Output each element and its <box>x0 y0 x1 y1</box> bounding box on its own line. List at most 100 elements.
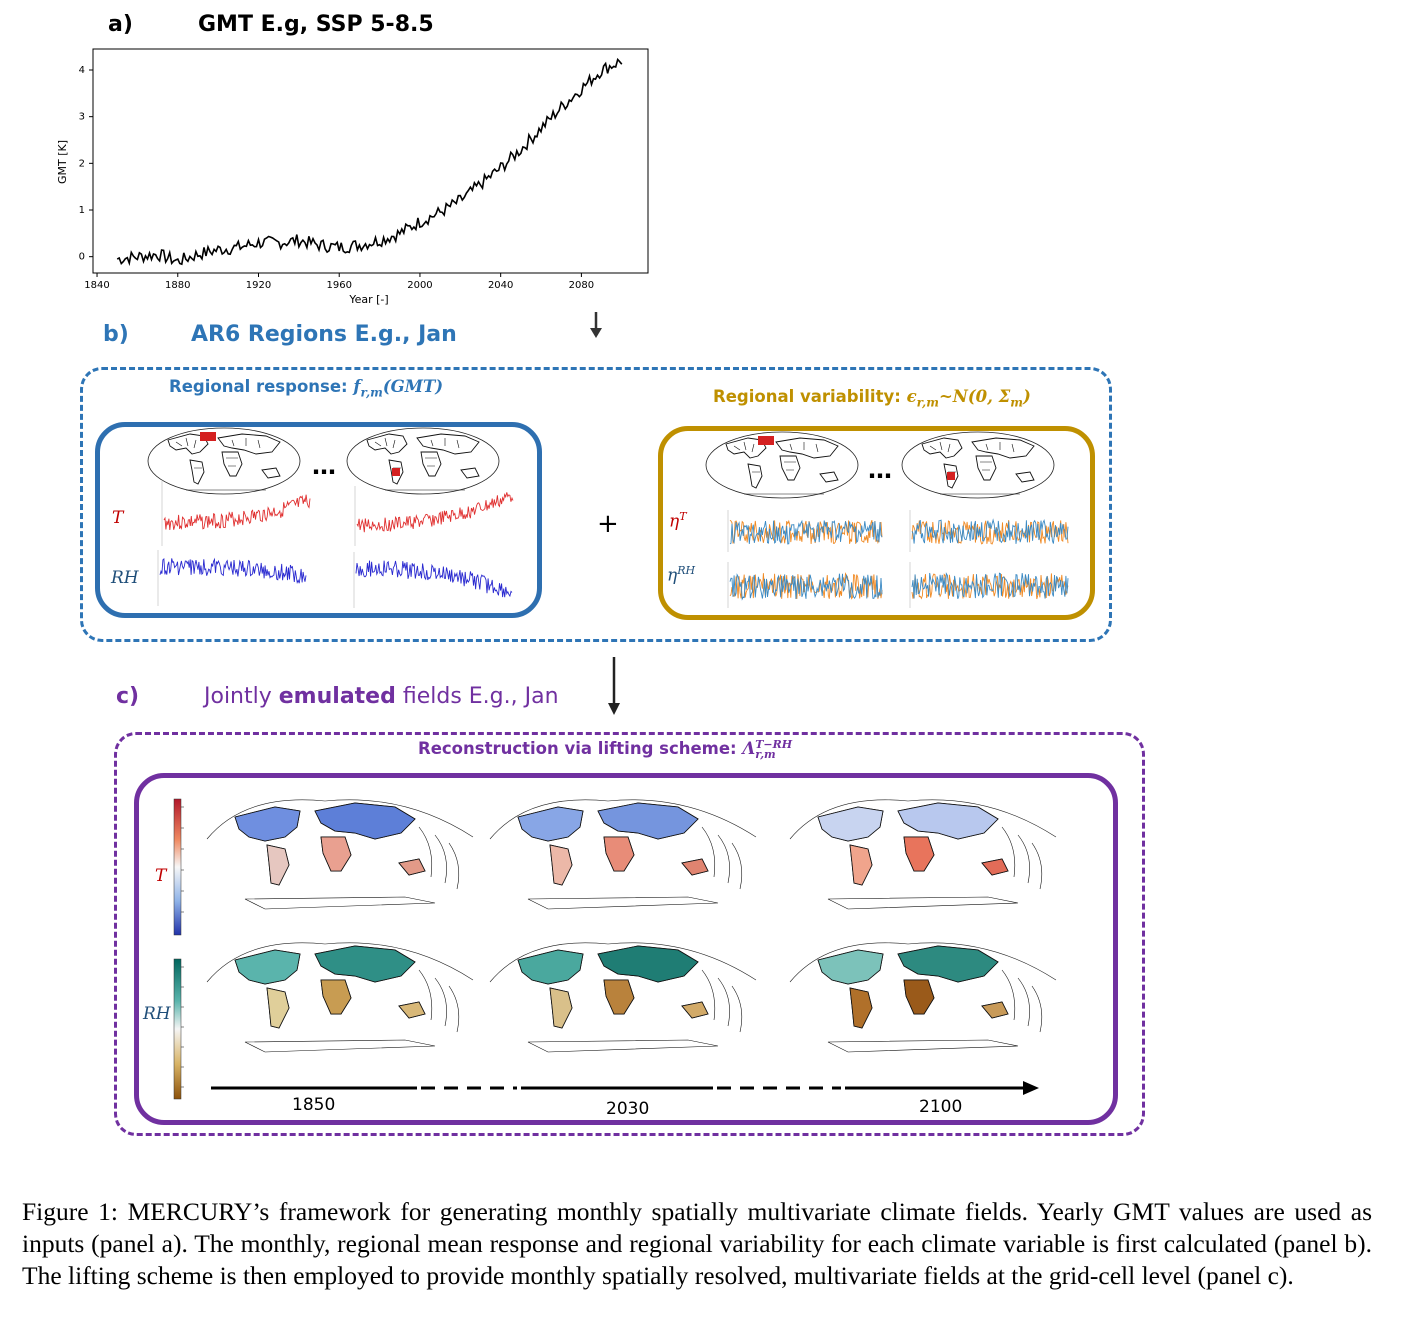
land-region-fill <box>897 802 999 840</box>
mini-series-line <box>911 520 1069 545</box>
panel-c-title: Jointly emulated fields E.g., Jan <box>204 684 559 709</box>
arrow-a-to-b <box>589 312 603 346</box>
ellipsis-response: … <box>312 452 336 480</box>
panel-b-label: b) <box>103 322 129 347</box>
land-region-fill <box>314 802 416 840</box>
land-region-fill <box>266 844 290 886</box>
response-T-series-1 <box>161 480 311 546</box>
x-tick-label: 1920 <box>246 280 271 291</box>
land-region-fill <box>234 949 301 985</box>
y-tick-label: 1 <box>79 205 85 216</box>
variability-T-series-1 <box>727 510 883 552</box>
variability-title-text: Regional variability: <box>713 387 907 406</box>
plus-sign: + <box>597 509 619 539</box>
label-T-response: T <box>112 508 124 528</box>
world-map-response-1 <box>146 426 302 496</box>
land-region-fill <box>398 1001 426 1019</box>
variability-RH-series-2 <box>909 562 1069 608</box>
land-region-fill <box>603 836 635 872</box>
land-region-fill <box>681 1001 709 1019</box>
colorbar-RH <box>173 958 184 1100</box>
plot-frame <box>92 48 649 274</box>
land-region-fill <box>549 844 573 886</box>
label-RH-fields: RH <box>143 1004 171 1024</box>
gmt-series-line <box>116 57 623 267</box>
land-region-fill <box>603 979 635 1015</box>
response-title-text: Regional response: <box>169 377 354 396</box>
field-map-T-1850 <box>205 797 475 922</box>
x-tick-label: 1960 <box>326 280 351 291</box>
y-axis-label: GMT [K] <box>56 140 69 184</box>
land-region-fill <box>320 836 352 872</box>
regional-response-title: Regional response: fr,m(GMT) <box>169 377 443 399</box>
mini-series-line <box>163 494 311 531</box>
response-math: fr,m(GMT) <box>353 377 444 400</box>
land-region-fill <box>817 949 884 985</box>
land-region-fill <box>849 987 873 1029</box>
year-label-1850: 1850 <box>292 1095 336 1115</box>
label-RH-response: RH <box>111 568 139 588</box>
x-tick-label: 1840 <box>84 280 109 291</box>
land-region-fill <box>849 844 873 886</box>
mini-series-line <box>355 560 513 598</box>
label-T-fields: T <box>155 866 167 886</box>
field-map-RH-2100 <box>788 940 1058 1065</box>
mini-series-line <box>729 572 883 600</box>
x-tick-label: 2080 <box>569 280 594 291</box>
variability-T-series-2 <box>909 510 1069 552</box>
mini-series-line <box>911 518 1069 544</box>
mini-series-line <box>911 572 1069 599</box>
field-map-RH-2030 <box>488 940 758 1065</box>
land-region-fill <box>903 979 935 1015</box>
field-map-T-2030 <box>488 797 758 922</box>
mini-series-line <box>729 573 883 601</box>
timeline-arrow <box>211 1081 1039 1095</box>
year-label-2030: 2030 <box>606 1099 650 1119</box>
ellipsis-variability: … <box>868 456 892 484</box>
panel-c-label: c) <box>116 684 140 709</box>
land-region-fill <box>549 987 573 1029</box>
land-region-fill <box>234 806 301 842</box>
label-etaRH: ηRH <box>667 564 696 586</box>
land-region-fill <box>681 858 709 876</box>
land-region-fill <box>597 802 699 840</box>
y-tick-label: 0 <box>79 252 85 263</box>
y-tick-label: 3 <box>79 112 85 123</box>
land-region-fill <box>981 858 1009 876</box>
figure-caption: Figure 1: MERCURY’s framework for genera… <box>22 1197 1372 1290</box>
reconstruction-title: Reconstruction via lifting scheme: Λ T−RH… <box>418 737 793 761</box>
world-map-variability-1 <box>704 430 860 500</box>
panel-b-container <box>80 367 1112 642</box>
response-RH-series-1 <box>157 550 307 606</box>
variability-math: ϵr,m~N(0, Σm) <box>906 387 1031 410</box>
land-region-fill <box>517 806 584 842</box>
land-region-fill <box>266 987 290 1029</box>
mini-series-line <box>729 519 883 545</box>
x-tick-label: 1880 <box>165 280 190 291</box>
panel-a-label: a) <box>108 12 133 37</box>
gmt-chart: 1840 1880 1920 1960 2000 2040 2080 0 1 2 3 4 Year [… <box>56 48 649 306</box>
land-region-fill <box>903 836 935 872</box>
x-tick-label: 2000 <box>407 280 432 291</box>
panel-b-title: AR6 Regions E.g., Jan <box>191 322 457 347</box>
variability-RH-series-1 <box>727 562 883 608</box>
y-tick-label: 4 <box>79 65 85 76</box>
land-region-fill <box>517 949 584 985</box>
colorbar-T <box>173 798 184 936</box>
year-label-2100: 2100 <box>919 1097 963 1117</box>
x-axis-label: Year [-] <box>348 293 388 306</box>
panel-c-container <box>114 732 1145 1136</box>
land-region-fill <box>314 945 416 983</box>
label-etaT: ηT <box>669 510 687 532</box>
land-region-fill <box>398 858 426 876</box>
arrow-b-to-c <box>606 657 622 721</box>
mini-series-line <box>356 492 514 533</box>
panel-a-title: GMT E.g, SSP 5-8.5 <box>198 12 434 37</box>
land-region-fill <box>981 1001 1009 1019</box>
field-map-T-2100 <box>788 797 1058 922</box>
response-RH-series-2 <box>353 552 513 608</box>
field-map-RH-1850 <box>205 940 475 1065</box>
mini-series-line <box>159 557 307 585</box>
mini-series-line <box>729 519 883 545</box>
regional-variability-title: Regional variability: ϵr,m~N(0, Σm) <box>713 387 1031 409</box>
